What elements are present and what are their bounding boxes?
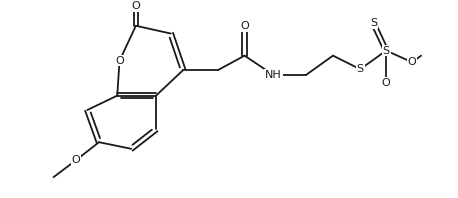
Text: S: S (357, 64, 364, 74)
Text: O: O (408, 57, 417, 67)
Text: O: O (115, 56, 124, 66)
Text: NH: NH (265, 70, 282, 80)
Text: O: O (240, 21, 249, 31)
Text: O: O (382, 78, 391, 88)
Text: S: S (382, 46, 390, 56)
Text: S: S (370, 18, 377, 29)
Text: O: O (71, 155, 80, 166)
Text: O: O (131, 1, 140, 11)
